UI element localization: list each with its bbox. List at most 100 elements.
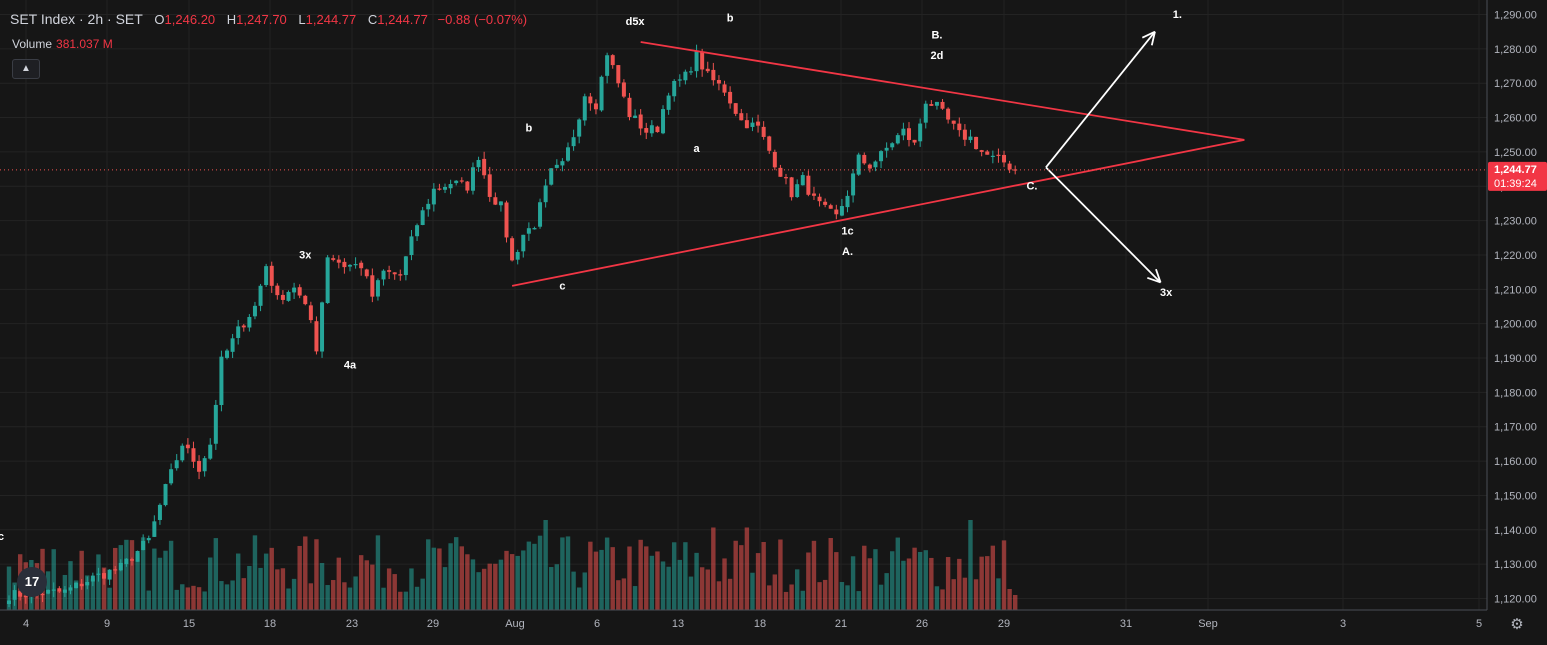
candle-body [359,262,364,269]
volume-bar [392,574,397,610]
volume-bar [504,550,509,610]
volume-bar [353,576,358,610]
volume-bar [884,573,889,610]
volume-bar [683,542,688,610]
candle-body [538,202,543,227]
candle-body [258,285,263,306]
candle-body [884,147,889,151]
volume-bar [945,557,951,610]
volume-bar [152,548,157,610]
candle-body [901,128,906,136]
arrow-head [1155,268,1162,283]
candle-body [951,120,956,124]
triangle-trendline[interactable] [511,139,1245,287]
candle-body [107,569,112,580]
candle-body [739,113,744,121]
candle-body [230,338,235,352]
volume-label[interactable]: Volume [12,37,53,51]
volume-bar [828,538,833,610]
volume-bar [560,537,565,610]
close-value: 1,244.77 [377,12,428,27]
volume-bar [688,576,694,610]
volume-bar [811,540,817,610]
candle-body [347,264,352,267]
price-tick-label: 1,250.00 [1494,147,1537,159]
candle-body [476,159,481,168]
candle-body [778,167,783,177]
wave-label: 1c [841,225,853,237]
volume-bar [1001,540,1007,610]
candle-body [823,201,828,205]
volume-bar [616,580,621,610]
volume-bar [168,540,174,610]
volume-bar [325,585,330,610]
time-tick-label: Aug [505,618,525,630]
candle-body [113,569,118,571]
volume-bar [448,543,453,610]
projection-arrow[interactable] [1045,166,1162,284]
candle-body [733,103,738,114]
volume-bar [576,587,582,610]
candle-body [722,84,727,93]
candle-body [152,521,157,537]
wave-label: c [559,280,565,292]
volume-bar [694,552,699,610]
candle-body [566,147,570,161]
volume-bar [862,545,867,610]
volume-bar [968,520,973,610]
volume-bar [906,558,912,610]
volume-bar [934,586,940,610]
wave-label: b [727,12,734,24]
candle-body [387,270,392,272]
time-tick-label: 18 [754,618,766,630]
candle-body [571,137,576,147]
candle-body [314,321,319,352]
candle-body [811,193,816,196]
candle-body [912,139,917,143]
volume-bar [375,535,381,610]
candle-body [515,252,520,260]
candle-body [62,589,67,593]
candle-body [700,51,705,70]
symbol-title[interactable]: SET Index · 2h · SET [10,11,143,27]
candle-body [297,287,302,296]
last-price-value: 1,244.77 [1494,164,1537,176]
tradingview-logo-icon[interactable]: 17 [17,567,47,597]
volume-bar [873,549,878,610]
price-tick-label: 1,160.00 [1494,456,1537,468]
candle-body [482,158,487,176]
candle-body [353,264,358,266]
volume-bar [487,563,492,610]
volume-bar [716,581,722,610]
collapse-chevron-icon[interactable]: ▲ [12,59,40,79]
volume-bar [593,551,599,610]
candle-body [135,550,140,562]
volume-bar [817,582,822,610]
candle-body [627,97,632,118]
volume-bar [638,539,643,610]
volume-bar [996,578,1001,610]
candle-body [286,291,291,301]
volume-bar [336,557,342,610]
candle-body [364,269,369,277]
price-tick-label: 1,170.00 [1494,422,1537,434]
volume-bar [358,555,364,610]
candle-body [370,275,375,297]
volume-bar [140,537,146,610]
volume-bar [951,579,956,610]
candle-body [129,559,134,561]
wave-label: 3x [1160,287,1173,299]
candle-body [141,540,146,551]
volume-bar [543,520,548,610]
candle-body [621,82,626,97]
candle-body [532,228,537,230]
projection-arrow[interactable] [1045,31,1156,168]
triangle-trendline[interactable] [640,41,1245,141]
candle-body [18,591,23,597]
settings-gear-icon[interactable]: ⚙ [1510,616,1524,633]
volume-bar [739,545,744,610]
wave-label: 3x [299,249,312,261]
candle-body [280,294,285,300]
